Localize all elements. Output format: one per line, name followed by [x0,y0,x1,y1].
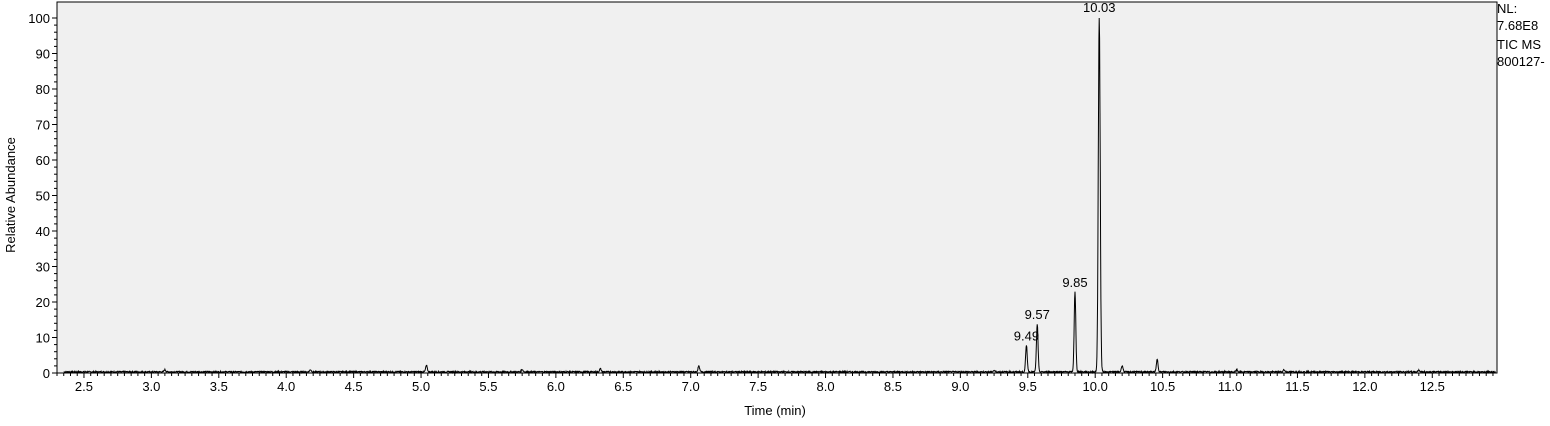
x-tick-label: 9.0 [951,379,969,394]
scan-filter: TIC MS [1497,37,1542,52]
y-tick-label: 100 [28,11,50,26]
x-tick-label: 6.5 [614,379,632,394]
peak-label: 9.49 [1014,328,1039,343]
x-tick-label: 2.5 [75,379,93,394]
x-tick-label: 3.0 [142,379,160,394]
x-tick-label: 5.5 [479,379,497,394]
nl-value: 7.68E8 [1497,18,1539,33]
tic-trace [63,17,1497,375]
x-tick-label: 4.0 [277,379,295,394]
x-tick-label: 11.5 [1285,379,1309,394]
peak-labels: 9.49 9.57 9.85 10.03 [1014,0,1116,343]
x-tick-label: 11.0 [1218,379,1242,394]
y-tick-label: 80 [36,82,50,97]
y-tick-label: 90 [36,47,50,62]
x-tick-label: 10.0 [1083,379,1108,394]
nl-label: NL: [1497,1,1518,16]
y-tick-label: 70 [36,118,50,133]
x-tick-label: 8.0 [817,379,835,394]
y-tick-label: 30 [36,260,50,275]
y-tick-label: 20 [36,295,50,310]
x-tick-label: 7.5 [749,379,767,394]
y-axis-label: Relative Abundance [3,137,18,253]
peak-label: 9.85 [1062,275,1087,290]
x-tick-label: 3.5 [210,379,228,394]
y-tick-label: 0 [43,366,50,381]
x-tick-label: 10.5 [1150,379,1175,394]
peak-label: 10.03 [1083,0,1116,15]
y-tick-label: 50 [36,189,50,204]
y-tick-label: 10 [36,331,50,346]
y-tick-label: 60 [36,153,50,168]
x-tick-label: 6.0 [547,379,565,394]
file-name: 800127- [1497,54,1545,69]
x-axis-label: Time (min) [744,403,806,418]
x-tick-label: 7.0 [682,379,700,394]
y-axis: 0 10 20 30 40 50 60 70 80 90 100 [28,11,57,381]
peak-label: 9.57 [1025,307,1050,322]
x-axis: 2.5 3.0 3.5 4.0 4.5 5.0 5.5 6.0 6.5 7.0 7.5 8.0 8.5 9… [56,372,1497,394]
x-tick-label: 8.5 [884,379,902,394]
x-tick-label: 12.0 [1352,379,1377,394]
x-tick-label: 9.5 [1019,379,1037,394]
plot-area [56,1,1498,374]
x-tick-label: 5.0 [412,379,430,394]
x-tick-label: 4.5 [345,379,363,394]
y-tick-label: 40 [36,224,50,239]
x-tick-label: 12.5 [1420,379,1445,394]
